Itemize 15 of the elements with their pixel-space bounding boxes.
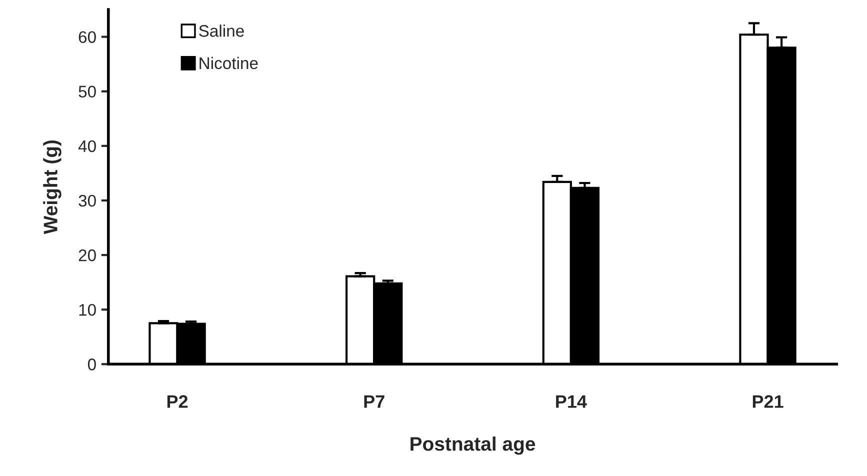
y-tick-label: 40: [78, 140, 96, 152]
x-tick-label: P2: [167, 395, 188, 408]
legend-label: Nicotine: [200, 56, 258, 70]
legend-label: Saline: [199, 24, 244, 37]
y-tick-label: 20: [78, 249, 96, 262]
y-tick-label: 30: [78, 194, 96, 207]
y-tick-label: 50: [78, 86, 96, 98]
y-tick-label: 0: [88, 358, 96, 370]
y-axis-title: Weight (g): [43, 140, 62, 234]
x-tick-label: P21: [752, 395, 784, 408]
x-tick-label: P7: [364, 395, 384, 408]
x-axis-title: Postnatal age: [410, 436, 536, 455]
y-tick-label: 60: [78, 31, 96, 43]
y-tick-label: 10: [79, 304, 96, 316]
x-tick-label: P14: [556, 395, 587, 408]
